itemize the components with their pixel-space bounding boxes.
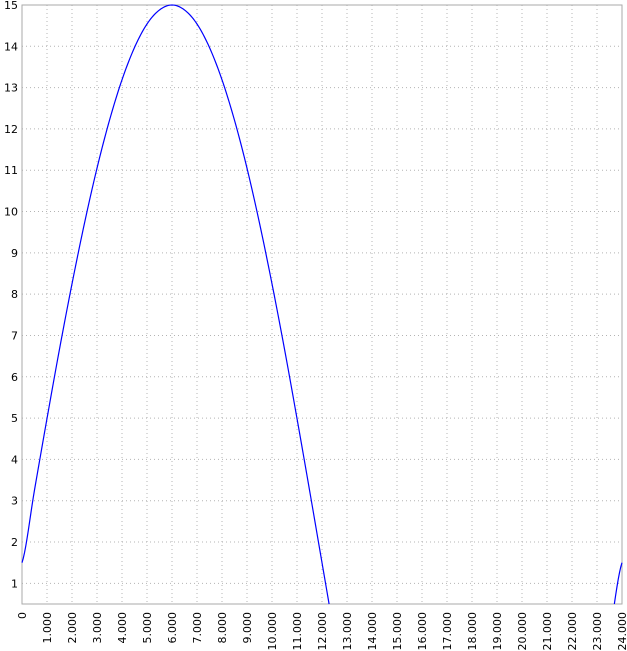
y-tick-label: 11 [4,164,18,177]
y-tick-label: 7 [11,329,18,342]
y-tick-label: 10 [4,206,18,219]
x-tick-label: 15.000 [391,612,404,651]
x-axis-ticks: 0 1.000 2.000 3.000 4.000 5.000 6.000 7.000 8.00… [16,612,627,651]
x-tick-label: 14.000 [366,612,379,651]
x-tick-label: 11.000 [291,612,304,651]
y-tick-label: 13 [4,82,18,95]
x-tick-label: 2.000 [66,612,79,644]
x-tick-label: 9.000 [241,612,254,644]
y-tick-label: 8 [11,288,18,301]
x-tick-label: 18.000 [466,612,479,651]
x-tick-label: 6.000 [166,612,179,644]
x-tick-label: 22.000 [566,612,579,651]
x-tick-label: 3.000 [91,612,104,644]
x-tick-label: 17.000 [441,612,454,651]
x-tick-label: 20.000 [516,612,529,651]
x-tick-label: 23.000 [591,612,604,651]
x-tick-label: 24.000 [616,612,627,651]
y-tick-label: 14 [4,40,18,53]
y-tick-label: 4 [11,453,18,466]
x-tick-label: 12.000 [316,612,329,651]
y-tick-label: 15 [4,0,18,12]
grid [21,4,623,604]
x-tick-label: 5.000 [141,612,154,644]
y-tick-label: 5 [11,412,18,425]
y-tick-label: 1 [11,577,18,590]
x-tick-label: 8.000 [216,612,229,644]
y-tick-label: 2 [11,536,18,549]
x-tick-label: 1.000 [41,612,54,644]
x-tick-label: 4.000 [116,612,129,644]
y-tick-label: 12 [4,123,18,136]
x-tick-label: 21.000 [541,612,554,651]
y-tick-label: 3 [11,495,18,508]
x-tick-label: 0 [16,612,29,619]
x-tick-label: 13.000 [341,612,354,651]
x-tick-label: 10.000 [266,612,279,651]
series-line [21,4,623,605]
x-tick-label: 16.000 [416,612,429,651]
x-tick-label: 19.000 [491,612,504,651]
x-tick-label: 7.000 [191,612,204,644]
y-tick-label: 9 [11,247,18,260]
y-tick-label: 6 [11,371,18,384]
plot-frame [21,4,623,605]
